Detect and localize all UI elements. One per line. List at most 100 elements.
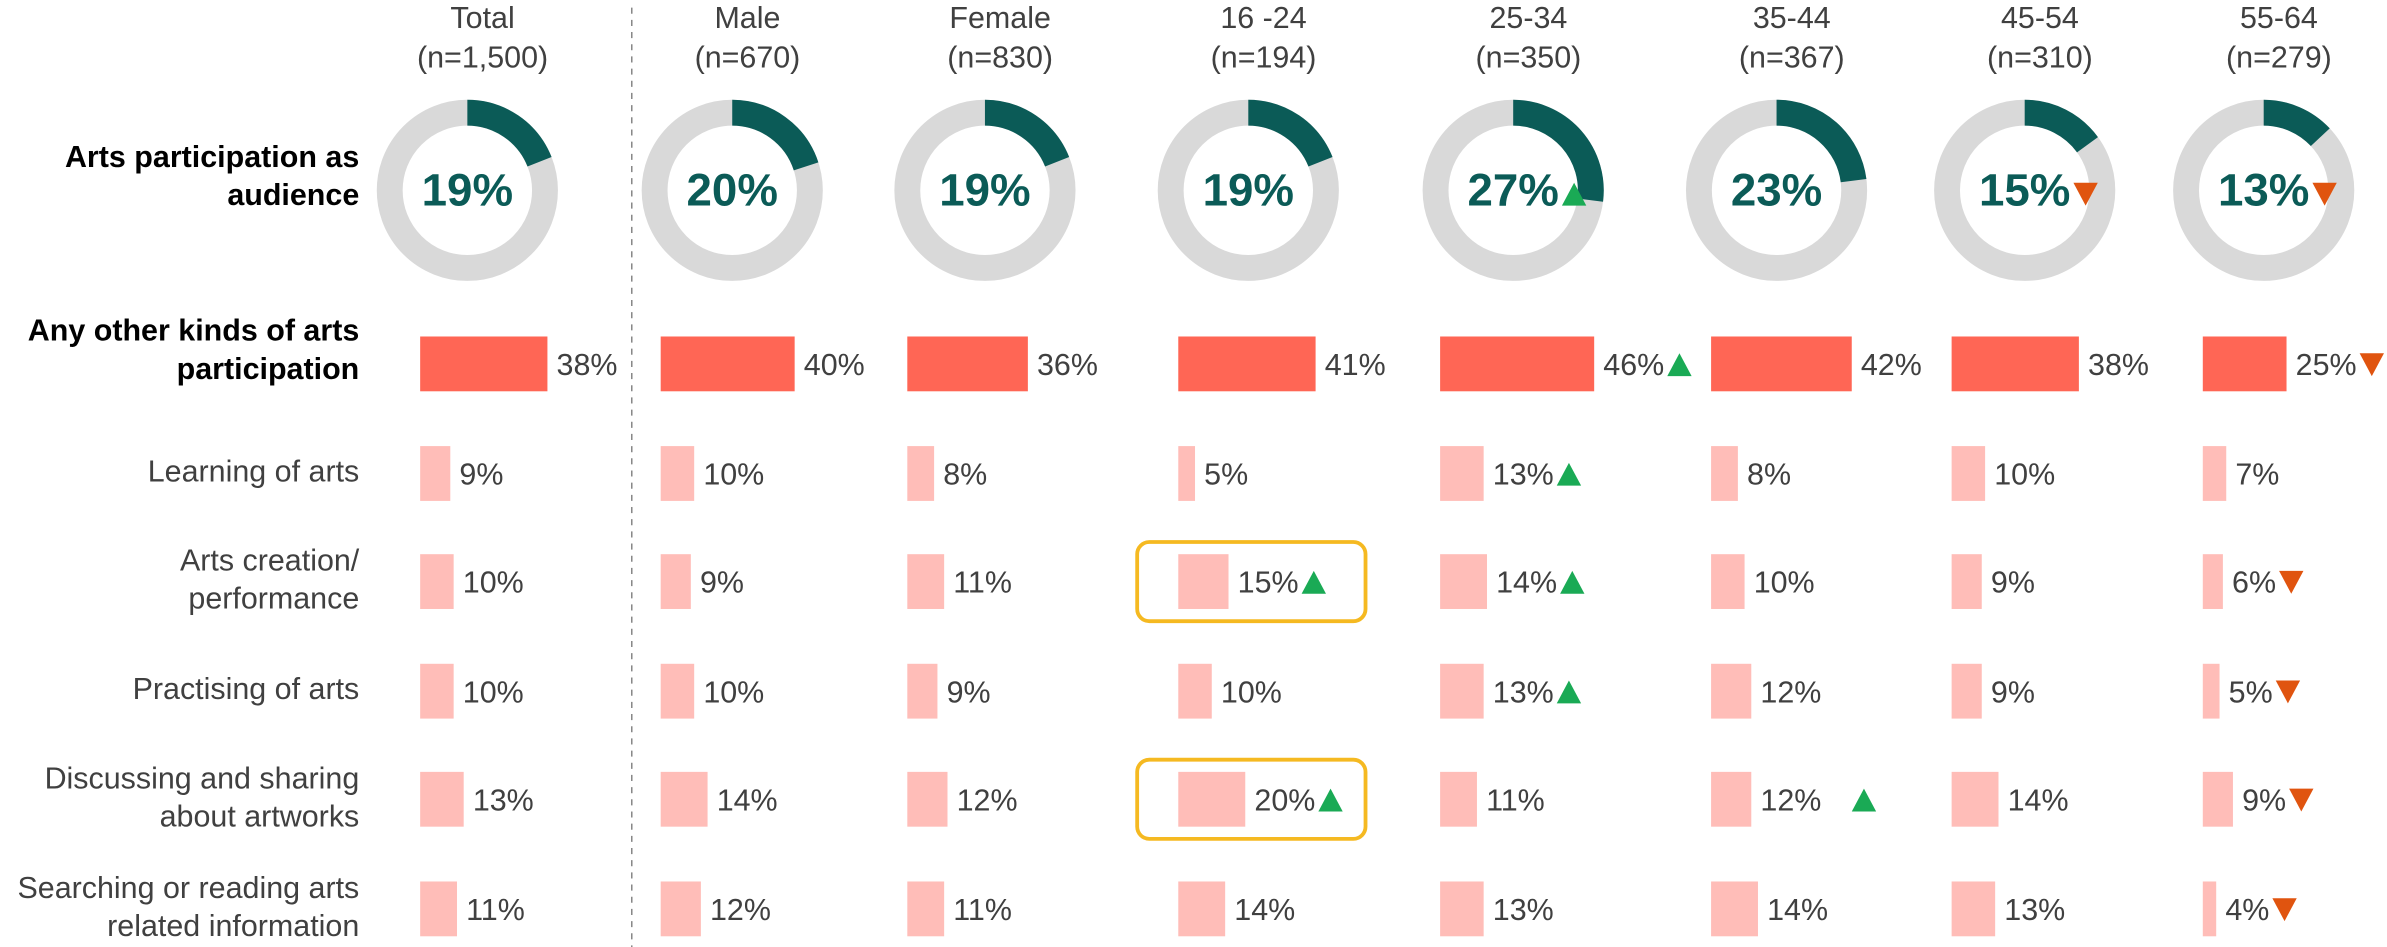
value-label: 6% — [2232, 566, 2276, 600]
value-label: 5% — [1204, 458, 1248, 492]
sub-bar — [1178, 663, 1212, 719]
column-header: 45-54 — [2001, 1, 2079, 35]
row-label: Searching or reading arts — [17, 871, 359, 905]
sub-bar — [1440, 881, 1484, 937]
value-label: 5% — [2229, 675, 2273, 709]
sub-bar — [1178, 446, 1196, 501]
value-label: 8% — [943, 458, 987, 492]
up-marker — [1851, 788, 1877, 812]
down-marker — [2312, 182, 2337, 206]
up-marker — [1301, 570, 1326, 594]
row-label: Any other kinds of arts — [28, 314, 359, 348]
value-label: 38% — [557, 348, 618, 382]
donut-arc — [2263, 99, 2330, 147]
sub-bar — [1711, 554, 1745, 609]
row-label: Arts participation as — [65, 140, 359, 174]
sub-bar — [907, 663, 938, 719]
sub-bar — [420, 771, 464, 827]
sub-bar — [1178, 554, 1229, 609]
row-label: participation — [177, 352, 360, 386]
main-bar — [1951, 336, 2079, 392]
row-label: Learning of arts — [148, 455, 360, 489]
column-n: (n=279) — [2226, 40, 2332, 74]
main-bar — [2202, 336, 2287, 392]
value-label: 14% — [1234, 893, 1295, 927]
row-label: about artworks — [160, 799, 360, 833]
donut-label: 19% — [1203, 164, 1294, 215]
value-label: 9% — [700, 566, 744, 600]
value-label: 13% — [473, 783, 534, 817]
column-n: (n=1,500) — [417, 40, 548, 74]
column-n: (n=367) — [1739, 40, 1845, 74]
value-label: 46% — [1603, 348, 1664, 382]
value-label: 10% — [1221, 675, 1282, 709]
value-label: 7% — [2235, 458, 2279, 492]
sub-bar — [1440, 771, 1477, 827]
value-label: 9% — [459, 458, 503, 492]
main-bar — [1440, 336, 1595, 392]
up-marker — [1560, 570, 1585, 594]
value-label: 10% — [1994, 458, 2055, 492]
sub-bar — [2202, 554, 2223, 609]
sub-bar — [907, 771, 948, 827]
value-label: 9% — [1991, 566, 2035, 600]
value-label: 13% — [2004, 893, 2065, 927]
sub-bar — [660, 554, 691, 609]
sub-bar — [1711, 446, 1738, 501]
down-marker — [2275, 680, 2301, 704]
column-header: Male — [714, 1, 780, 35]
highlight-box — [1135, 540, 1368, 624]
donut-label: 19% — [939, 164, 1030, 215]
value-label: 12% — [1760, 783, 1821, 817]
value-label: 12% — [1760, 675, 1821, 709]
value-label: 11% — [953, 893, 1012, 927]
sub-bar — [660, 446, 695, 501]
value-label: 4% — [2225, 893, 2269, 927]
sub-bar — [420, 446, 451, 501]
donut-arc — [1247, 99, 1333, 167]
value-label: 11% — [466, 893, 525, 927]
main-bar — [1711, 336, 1852, 392]
donut-arc — [731, 99, 819, 171]
column-n: (n=194) — [1211, 40, 1317, 74]
value-label: 9% — [2242, 783, 2286, 817]
value-label: 14% — [1767, 893, 1828, 927]
sub-bar — [1951, 554, 1982, 609]
down-marker — [2073, 182, 2098, 206]
value-label: 20% — [1254, 783, 1315, 817]
main-bar — [1178, 336, 1316, 392]
value-label: 11% — [953, 566, 1012, 600]
column-header: 55-64 — [2240, 1, 2318, 35]
sub-bar — [1951, 771, 1999, 827]
column-n: (n=310) — [1987, 40, 2093, 74]
column-header: Female — [949, 1, 1051, 35]
row-label: performance — [188, 582, 359, 616]
sub-bar — [2202, 771, 2233, 827]
down-marker — [2279, 570, 2304, 594]
donut-label: 27% — [1467, 164, 1558, 215]
column-header: 16 -24 — [1220, 1, 1306, 35]
up-marker — [1561, 182, 1587, 206]
value-label: 40% — [804, 348, 865, 382]
value-label: 10% — [1754, 566, 1815, 600]
donut-label: 15% — [1979, 164, 2070, 215]
value-label: 14% — [2008, 783, 2069, 817]
donut-arc — [466, 99, 552, 167]
value-label: 10% — [703, 675, 764, 709]
value-label: 10% — [703, 458, 764, 492]
sub-bar — [907, 554, 945, 609]
sub-bar — [1440, 446, 1484, 501]
value-label: 25% — [2296, 348, 2357, 382]
value-label: 36% — [1037, 348, 1098, 382]
row-label: related information — [107, 909, 359, 943]
value-label: 11% — [1486, 783, 1545, 817]
sub-bar — [1711, 881, 1758, 937]
column-header: Total — [450, 1, 514, 35]
donut-label: 19% — [422, 164, 513, 215]
column-n: (n=670) — [695, 40, 801, 74]
up-marker — [1667, 353, 1692, 377]
sub-bar — [1178, 881, 1226, 937]
row-label: audience — [227, 178, 359, 212]
value-label: 12% — [710, 893, 771, 927]
column-header: 35-44 — [1753, 1, 1831, 35]
